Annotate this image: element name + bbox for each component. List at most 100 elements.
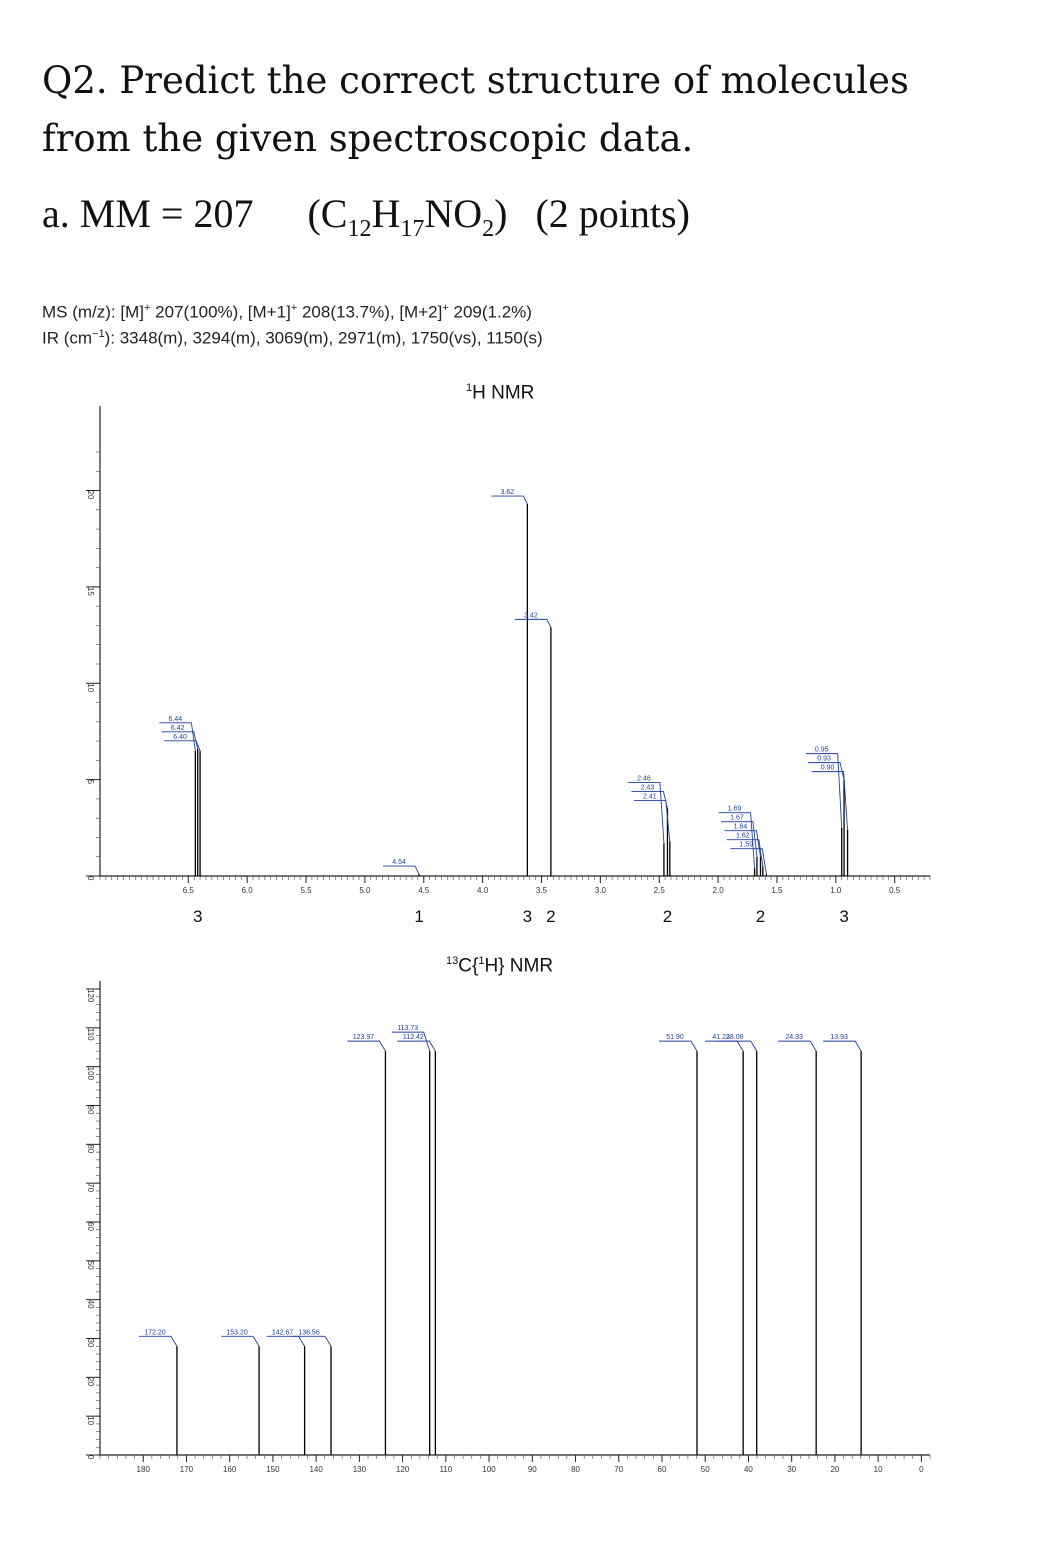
h-nmr-title: 1H NMR — [466, 382, 535, 404]
peak-label: 4.54 — [392, 859, 406, 866]
peak-label: 113.73 — [397, 1025, 418, 1032]
y-tick-label: 110 — [86, 1028, 95, 1041]
x-tick-label: 110 — [439, 1465, 452, 1474]
y-tick-label: 90 — [86, 1106, 95, 1115]
x-tick-label: 5.5 — [300, 886, 312, 895]
peak-label: 1.62 — [736, 833, 750, 840]
peak-leader — [383, 865, 420, 875]
peak-leader — [391, 1031, 431, 1052]
peak-label: 6.42 — [171, 725, 185, 732]
peak-leader — [491, 495, 528, 505]
x-tick-label: 140 — [309, 1465, 323, 1474]
y-tick-label: 10 — [86, 683, 95, 692]
molecular-formula: (C12H17NO2) — [307, 191, 508, 242]
peak-label: 3.42 — [524, 612, 538, 619]
peak-label: 112.42 — [403, 1034, 424, 1041]
peak-label: 6.44 — [169, 716, 183, 723]
x-tick-label: 20 — [830, 1465, 839, 1474]
x-tick-label: 4.0 — [477, 886, 489, 895]
peak-leader — [811, 771, 849, 830]
x-tick-label: 5.0 — [359, 886, 371, 895]
x-tick-label: 1.5 — [771, 886, 783, 895]
integration-value: 3 — [523, 907, 532, 926]
peak-leader — [221, 1335, 260, 1347]
x-tick-label: 180 — [137, 1465, 151, 1474]
integration-value: 3 — [193, 907, 202, 926]
x-tick-label: 1.0 — [830, 886, 842, 895]
peak-label: 1.69 — [728, 806, 742, 813]
peak-leader — [718, 812, 756, 869]
x-tick-label: 4.5 — [418, 886, 430, 895]
y-tick-label: 30 — [86, 1339, 95, 1348]
peak-label: 1.64 — [734, 824, 748, 831]
peak-leader — [397, 1040, 436, 1052]
x-tick-label: 170 — [180, 1465, 194, 1474]
y-tick-label: 60 — [86, 1222, 95, 1231]
x-tick-label: 50 — [701, 1465, 710, 1474]
y-tick-label: 50 — [86, 1261, 95, 1270]
peak-label: 2.43 — [641, 785, 655, 792]
peak-label: 1.67 — [730, 815, 744, 822]
h-nmr-chart: 6.5 6.0 5.5 5.0 4.5 4.0 3.5 3.0 2.5 2.0 1.5 1.0 0.5 0… — [86, 406, 931, 926]
y-tick-label: 100 — [86, 1067, 95, 1081]
integration-value: 3 — [839, 907, 848, 926]
x-tick-label: 6.0 — [242, 886, 254, 895]
peak-label: 41.22 — [712, 1034, 730, 1041]
x-tick-label: 100 — [482, 1465, 496, 1474]
peak-label: 51.90 — [666, 1034, 684, 1041]
peak-label: 3.62 — [501, 489, 515, 496]
c-nmr-title: 13C{1H} NMR — [446, 955, 554, 977]
peak-leader — [730, 848, 767, 875]
peak-label: 13.93 — [830, 1034, 848, 1041]
c-nmr-chart: 180 170 160 150 140 130 120 110 100 90 80 70 60 50 40 3… — [86, 981, 931, 1474]
y-tick-label: 40 — [86, 1300, 95, 1309]
peak-leader — [161, 731, 199, 749]
x-tick-label: 2.0 — [713, 886, 725, 895]
peak-label: 1.59 — [740, 842, 754, 849]
peak-label: 38.08 — [726, 1034, 744, 1041]
x-tick-label: 40 — [744, 1465, 753, 1474]
question-part-a: a. MM = 207 (C12H17NO2) (2 points) — [42, 190, 690, 243]
peak-leader — [778, 1040, 817, 1052]
peak-leader — [627, 782, 665, 844]
x-tick-label: 80 — [571, 1465, 580, 1474]
x-tick-label: 70 — [614, 1465, 623, 1474]
peak-label: 153.20 — [226, 1329, 248, 1336]
peak-leader — [805, 753, 843, 828]
peak-leader — [724, 830, 761, 857]
peak-leader — [293, 1335, 332, 1347]
integration-value: 2 — [756, 907, 765, 926]
y-tick-label: 10 — [86, 1416, 95, 1425]
y-tick-label: 15 — [86, 587, 95, 596]
y-tick-label: 20 — [86, 491, 95, 500]
x-tick-label: 60 — [658, 1465, 667, 1474]
peak-label: 0.95 — [815, 747, 829, 754]
peak-label: 2.46 — [637, 776, 651, 783]
integration-value: 2 — [663, 907, 672, 926]
peak-leader — [633, 800, 671, 842]
peak-leader — [164, 740, 201, 751]
y-tick-label: 80 — [86, 1144, 95, 1153]
peak-label: 136.56 — [298, 1329, 320, 1336]
y-tick-label: 0 — [86, 1455, 95, 1460]
ms-data: MS (m/z): [M]+ 207(100%), [M+1]+ 208(13.… — [42, 302, 532, 322]
question-title: Q2. Predict the correct structure of mol… — [42, 59, 909, 160]
peak-label: 24.33 — [785, 1034, 803, 1041]
ir-data: IR (cm−1): 3348(m), 3294(m), 3069(m), 29… — [42, 328, 543, 348]
peak-leader — [726, 839, 764, 867]
x-tick-label: 3.0 — [595, 886, 607, 895]
points-label: (2 points) — [535, 191, 690, 236]
peak-leader — [347, 1040, 386, 1052]
x-tick-label: 120 — [396, 1465, 410, 1474]
molar-mass: a. MM = 207 — [42, 191, 254, 236]
peak-leader — [808, 762, 845, 780]
peak-label: 172.20 — [144, 1329, 166, 1336]
x-tick-label: 30 — [787, 1465, 796, 1474]
peak-label: 2.41 — [643, 794, 657, 801]
peak-label: 0.90 — [821, 765, 835, 772]
integration-value: 1 — [414, 907, 423, 926]
peak-leader — [658, 1040, 698, 1052]
peak-leader — [514, 618, 552, 628]
peak-label: 6.40 — [173, 734, 187, 741]
x-tick-label: 3.5 — [536, 886, 548, 895]
